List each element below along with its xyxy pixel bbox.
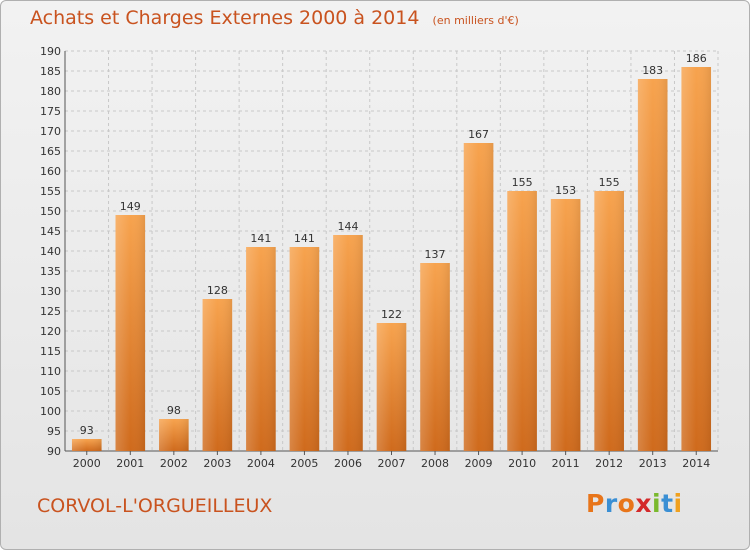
y-tick-label: 165	[40, 145, 61, 158]
x-tick-label: 2008	[421, 457, 449, 470]
bar-shading	[333, 235, 363, 451]
brand-letter: P	[586, 489, 605, 518]
bar-shading	[550, 199, 581, 451]
brand-letter: x	[635, 489, 652, 518]
chart-header: Achats et Charges Externes 2000 à 2014 (…	[30, 7, 519, 29]
bar-value-label: 155	[512, 176, 533, 189]
chart-subtitle: (en milliers d'€)	[432, 14, 519, 27]
y-tick-label: 115	[40, 345, 61, 358]
x-tick-label: 2005	[290, 457, 318, 470]
x-tick-label: 2009	[465, 457, 493, 470]
bar-value-label: 98	[167, 404, 181, 417]
bar-value-label: 144	[337, 220, 358, 233]
brand-letter: o	[617, 489, 636, 518]
y-tick-label: 175	[40, 105, 61, 118]
chart-title: Achats et Charges Externes 2000 à 2014	[30, 7, 420, 29]
y-tick-label: 190	[40, 45, 61, 58]
y-tick-label: 140	[40, 245, 61, 258]
proxiti-logo: Proxiti	[586, 489, 683, 518]
bar-value-label: 186	[686, 52, 707, 65]
bar-chart: 90 95 100 105 110 115 120 125 130 135 140 145 150 155…	[40, 45, 719, 470]
bar-value-label: 167	[468, 128, 489, 141]
y-tick-label: 130	[40, 285, 61, 298]
bar-value-label: 141	[294, 232, 315, 245]
bar-shading	[420, 263, 450, 451]
bar-value-label: 149	[120, 200, 141, 213]
y-tick-label: 170	[40, 125, 61, 138]
brand-letter: r	[604, 489, 618, 518]
y-tick-label: 125	[40, 305, 61, 318]
y-tick-label: 185	[40, 65, 61, 78]
bar-shading	[159, 419, 189, 451]
bar-shading	[246, 247, 276, 451]
bar-shading	[289, 247, 320, 451]
x-tick-label: 2003	[203, 457, 231, 470]
bar-shading	[115, 215, 146, 451]
x-tick-label: 2011	[552, 457, 580, 470]
y-tick-label: 100	[40, 405, 61, 418]
bar-value-label: 93	[80, 424, 94, 437]
x-tick-label: 2000	[73, 457, 101, 470]
y-tick-label: 180	[40, 85, 61, 98]
x-tick-label: 2002	[160, 457, 188, 470]
bar-value-label: 183	[642, 64, 663, 77]
x-tick-label: 2010	[508, 457, 536, 470]
brand-letter: i	[652, 489, 662, 518]
y-tick-label: 90	[47, 445, 61, 458]
x-tick-label: 2014	[682, 457, 710, 470]
bar-value-label: 153	[555, 184, 576, 197]
bar-shading	[507, 191, 537, 451]
brand-letter: t	[661, 489, 674, 518]
commune-name: CORVOL-L'ORGUEILLEUX	[37, 495, 273, 517]
y-tick-label: 105	[40, 385, 61, 398]
bar-value-label: 141	[250, 232, 271, 245]
bar-value-label: 137	[425, 248, 446, 261]
bar-value-label: 155	[599, 176, 620, 189]
x-tick-label: 2012	[595, 457, 623, 470]
bar-value-label: 128	[207, 284, 228, 297]
bar-shading	[202, 299, 233, 451]
y-tick-label: 120	[40, 325, 61, 338]
x-tick-label: 2013	[639, 457, 667, 470]
y-tick-label: 155	[40, 185, 61, 198]
y-tick-label: 150	[40, 205, 61, 218]
bar-value-label: 122	[381, 308, 402, 321]
bar-shading	[71, 439, 102, 451]
x-tick-label: 2001	[116, 457, 144, 470]
y-tick-label: 135	[40, 265, 61, 278]
bar-shading	[463, 143, 494, 451]
x-tick-label: 2006	[334, 457, 362, 470]
bar-shading	[681, 67, 712, 451]
bar-shading	[637, 79, 668, 451]
bar-shading	[594, 191, 624, 451]
x-tick-label: 2007	[378, 457, 406, 470]
y-tick-label: 110	[40, 365, 61, 378]
brand-letter: i	[673, 489, 683, 518]
y-tick-label: 145	[40, 225, 61, 238]
x-tick-label: 2004	[247, 457, 275, 470]
y-tick-label: 160	[40, 165, 61, 178]
bar-shading	[376, 323, 407, 451]
y-tick-label: 95	[47, 425, 61, 438]
